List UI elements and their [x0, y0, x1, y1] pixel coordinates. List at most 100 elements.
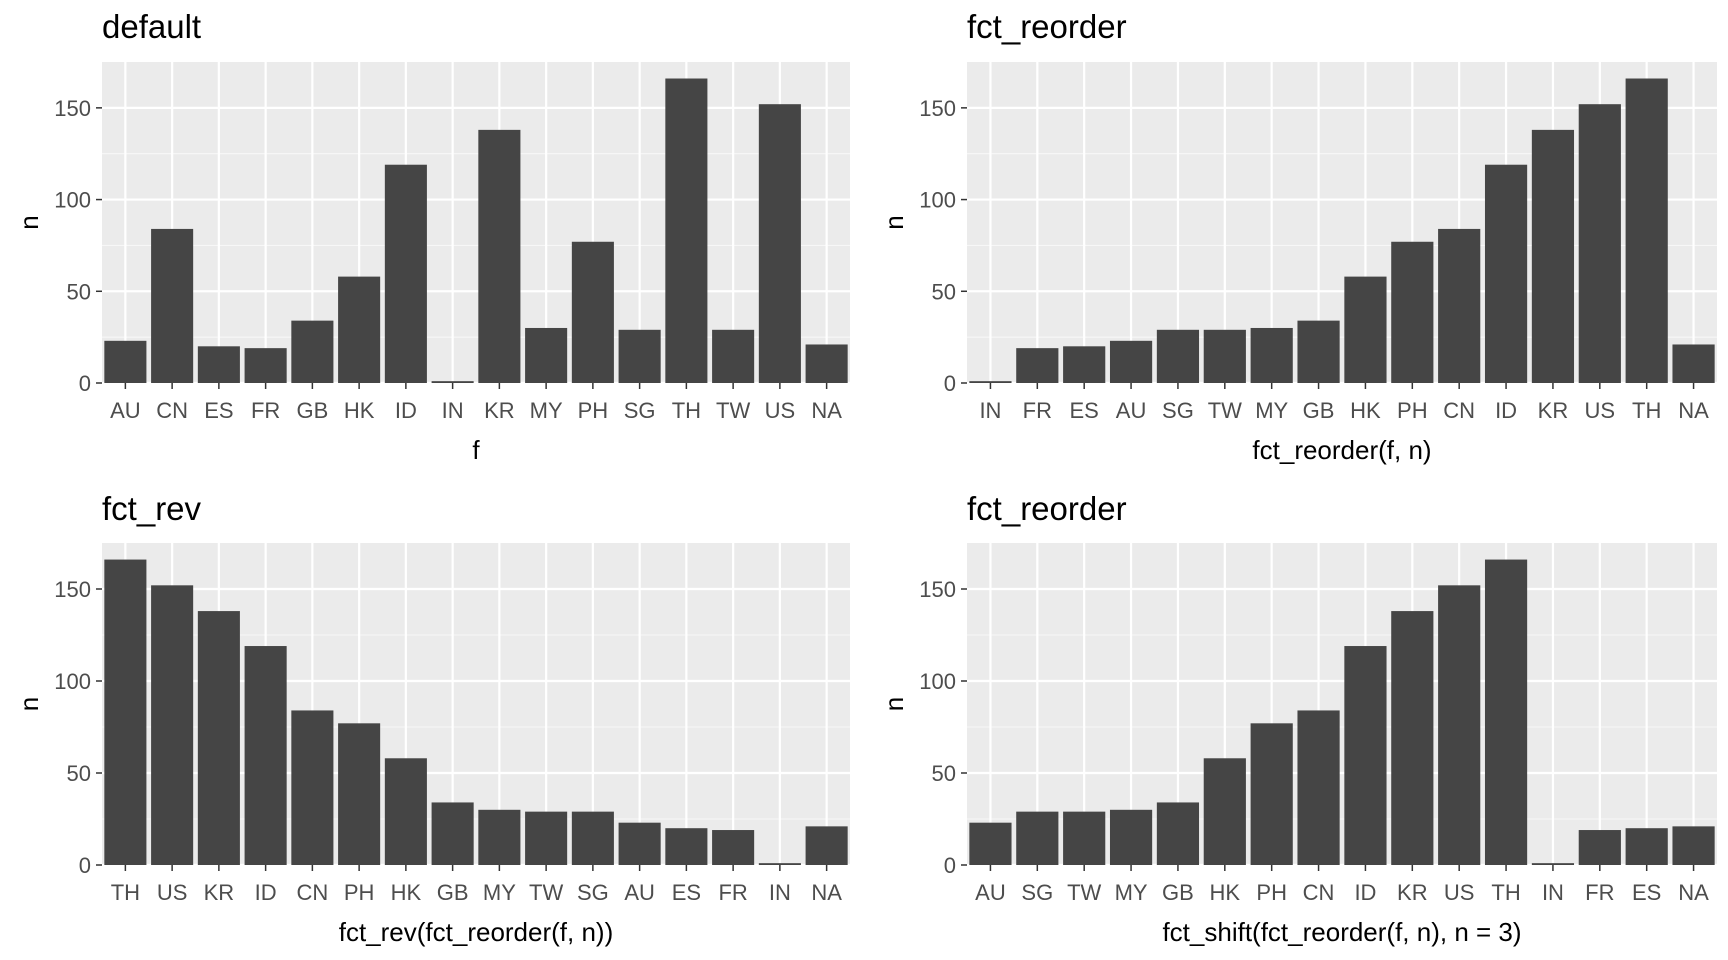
chart-title: fct_reorder [967, 8, 1127, 45]
x-tick-label: TW [716, 398, 750, 423]
bar-au [618, 822, 661, 865]
y-tick-label: 50 [67, 761, 91, 786]
x-tick-label: ES [1632, 880, 1661, 905]
x-tick-label: TW [1208, 398, 1242, 423]
x-tick-label: TW [1067, 880, 1101, 905]
x-tick-label: GB [296, 398, 328, 423]
x-tick-label: IN [1542, 880, 1564, 905]
bar-sg [1156, 329, 1200, 383]
x-tick-label: ES [1070, 398, 1099, 423]
x-tick-label: CN [296, 880, 328, 905]
x-tick-label: IN [979, 398, 1001, 423]
bar-my [478, 809, 521, 865]
panel-background [102, 62, 850, 383]
bar-kr [478, 129, 521, 383]
bar-id [1344, 646, 1387, 865]
bar-my [1109, 809, 1153, 865]
bar-au [969, 822, 1012, 865]
bar-na [805, 344, 848, 383]
x-tick-label: KR [1538, 398, 1569, 423]
y-tick-label: 0 [79, 853, 91, 878]
chart-panel-3: 0 50 100 150 TH US KR ID CN PH HK GB MY TW SG AU ES FR IN N… [14, 490, 850, 947]
x-tick-label: SG [1162, 398, 1194, 423]
x-tick-label: TH [1632, 398, 1661, 423]
chart-panel-2: 0 50 100 150 IN FR ES AU SG TW MY GB HK PH CN ID KR US TH N… [879, 8, 1717, 465]
x-tick-label: HK [391, 880, 422, 905]
chart-panel-4: 0 50 100 150 AU SG TW MY GB HK PH CN ID KR US TH IN FR ES N… [879, 490, 1717, 947]
bar-ph [1391, 241, 1434, 383]
bar-gb [291, 320, 334, 383]
bar-es [665, 828, 708, 865]
y-tick-label: 150 [54, 577, 91, 602]
bar-id [244, 646, 287, 865]
x-tick-label: MY [530, 398, 563, 423]
x-tick-label: AU [110, 398, 141, 423]
chart-title: default [102, 8, 201, 45]
bar-hk [384, 758, 427, 865]
bar-fr [1578, 830, 1621, 865]
y-tick-label: 150 [919, 577, 956, 602]
bar-es [197, 346, 240, 383]
bar-kr [197, 611, 240, 865]
y-tick-label: 150 [54, 96, 91, 121]
y-axis-label: n [14, 697, 44, 711]
x-tick-label: ID [255, 880, 277, 905]
bar-sg [618, 329, 661, 383]
x-tick-label: KR [1397, 880, 1428, 905]
x-tick-label: NA [1678, 398, 1709, 423]
x-tick-label: SG [624, 398, 656, 423]
bar-au [1109, 340, 1153, 383]
x-tick-label: TW [529, 880, 563, 905]
bar-cn [291, 710, 334, 865]
bar-my [1250, 327, 1293, 383]
bar-kr [1531, 129, 1575, 383]
x-tick-label: GB [437, 880, 469, 905]
bar-fr [712, 830, 755, 865]
bar-ph [571, 241, 614, 383]
x-axis-label: fct_rev(fct_reorder(f, n)) [339, 917, 614, 947]
y-tick-label: 50 [932, 761, 956, 786]
x-tick-label: GB [1303, 398, 1335, 423]
x-tick-label: FR [251, 398, 280, 423]
x-tick-label: SG [577, 880, 609, 905]
bar-hk [1344, 276, 1387, 383]
x-tick-label: PH [578, 398, 609, 423]
x-tick-label: MY [1115, 880, 1148, 905]
x-tick-label: HK [344, 398, 375, 423]
bar-id [384, 164, 427, 383]
y-tick-label: 150 [919, 96, 956, 121]
x-tick-label: IN [442, 398, 464, 423]
x-tick-label: CN [1303, 880, 1335, 905]
x-tick-label: FR [718, 880, 747, 905]
x-axis-label: fct_shift(fct_reorder(f, n), n = 3) [1162, 917, 1521, 947]
bar-au [104, 340, 147, 383]
bar-tw [1203, 329, 1246, 383]
x-tick-label: NA [811, 880, 842, 905]
bar-cn [1297, 710, 1340, 865]
x-tick-label: NA [811, 398, 842, 423]
x-tick-label: FR [1585, 880, 1614, 905]
bar-in [1531, 863, 1575, 865]
y-tick-label: 0 [79, 371, 91, 396]
bar-gb [431, 802, 474, 865]
x-tick-label: US [1585, 398, 1616, 423]
x-tick-label: AU [1116, 398, 1147, 423]
x-tick-label: PH [1256, 880, 1287, 905]
y-axis-label: n [879, 215, 909, 229]
x-tick-label: ES [672, 880, 701, 905]
bar-th [1484, 559, 1528, 865]
x-tick-label: US [157, 880, 188, 905]
bar-in [969, 381, 1012, 383]
x-axis-label: f [472, 435, 480, 465]
chart-title: fct_reorder [967, 490, 1127, 527]
x-axis-label: fct_reorder(f, n) [1252, 435, 1431, 465]
chart-panel-1: 0 50 100 150 AU CN ES FR GB HK ID IN KR MY PH SG TH TW US N… [14, 8, 850, 465]
y-tick-label: 100 [54, 669, 91, 694]
y-tick-label: 0 [944, 853, 956, 878]
x-tick-label: US [1444, 880, 1475, 905]
x-tick-label: PH [1397, 398, 1428, 423]
bar-us [758, 104, 801, 383]
x-tick-label: KR [484, 398, 515, 423]
x-tick-label: US [765, 398, 796, 423]
